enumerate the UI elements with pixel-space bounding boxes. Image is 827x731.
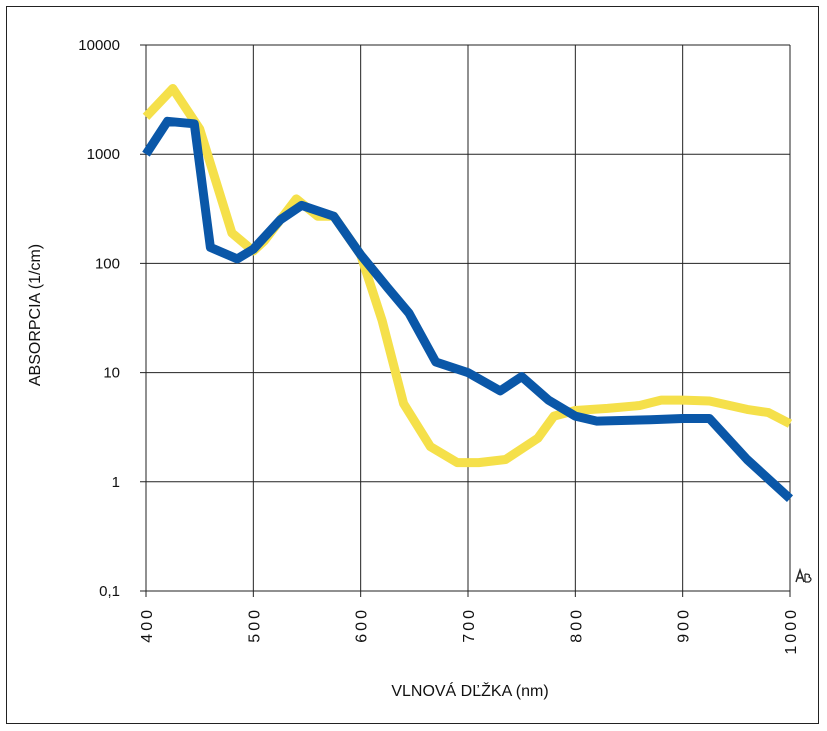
y-tick-label: 1 [112,474,120,491]
x-tick-label: 700 [461,607,478,643]
y-tick-label: 1000 [87,146,120,163]
x-tick-labels: 400 500 600 700 800 900 1000 [139,607,800,655]
chart-frame: 0,1 1 10 100 1000 10000 400 500 600 700 800 900 100… [6,6,819,724]
x-tick-label: 600 [354,607,371,643]
series-line-2 [142,116,794,503]
x-tick-label: 500 [246,607,263,643]
x-tick-label: 1000 [783,607,800,655]
series-layer [142,84,794,503]
x-tick-label: 800 [568,607,585,643]
grid [140,44,791,597]
y-tick-label: 0,1 [99,583,120,600]
y-tick-label: 10000 [78,37,120,54]
x-axis-title: VLNOVÁ DĽŽKA (nm) [391,681,548,700]
absorption-chart: 0,1 1 10 100 1000 10000 400 500 600 700 800 900 100… [27,37,812,700]
y-axis-title: ABSORPCIA (1/cm) [27,244,44,386]
logo-mark [795,567,812,583]
x-tick-label: 900 [676,607,693,643]
x-tick-label: 400 [139,607,156,643]
y-tick-label: 10 [103,365,120,382]
y-tick-label: 100 [95,255,120,272]
y-tick-labels: 0,1 1 10 100 1000 10000 [78,37,120,600]
